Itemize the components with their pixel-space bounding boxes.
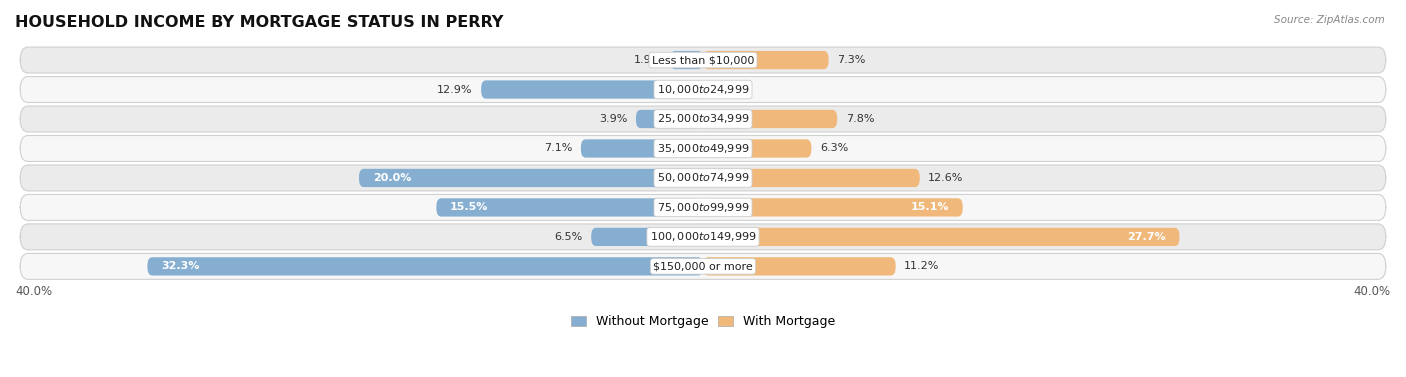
FancyBboxPatch shape bbox=[703, 257, 896, 276]
Text: 20.0%: 20.0% bbox=[373, 173, 411, 183]
FancyBboxPatch shape bbox=[20, 195, 1386, 221]
Text: 1.9%: 1.9% bbox=[633, 55, 662, 65]
FancyBboxPatch shape bbox=[636, 110, 703, 128]
Text: $25,000 to $34,999: $25,000 to $34,999 bbox=[657, 112, 749, 126]
Text: $10,000 to $24,999: $10,000 to $24,999 bbox=[657, 83, 749, 96]
FancyBboxPatch shape bbox=[359, 169, 703, 187]
Text: $100,000 to $149,999: $100,000 to $149,999 bbox=[650, 230, 756, 244]
FancyBboxPatch shape bbox=[703, 169, 920, 187]
Text: 12.9%: 12.9% bbox=[437, 84, 472, 95]
Legend: Without Mortgage, With Mortgage: Without Mortgage, With Mortgage bbox=[565, 310, 841, 333]
Text: 7.3%: 7.3% bbox=[837, 55, 866, 65]
Text: HOUSEHOLD INCOME BY MORTGAGE STATUS IN PERRY: HOUSEHOLD INCOME BY MORTGAGE STATUS IN P… bbox=[15, 15, 503, 30]
FancyBboxPatch shape bbox=[703, 228, 1180, 246]
FancyBboxPatch shape bbox=[703, 198, 963, 216]
Text: 7.8%: 7.8% bbox=[846, 114, 875, 124]
Text: Source: ZipAtlas.com: Source: ZipAtlas.com bbox=[1274, 15, 1385, 25]
Text: 15.1%: 15.1% bbox=[911, 202, 949, 212]
FancyBboxPatch shape bbox=[671, 51, 703, 69]
Text: 40.0%: 40.0% bbox=[1354, 285, 1391, 298]
FancyBboxPatch shape bbox=[703, 51, 828, 69]
Text: 6.3%: 6.3% bbox=[820, 144, 848, 153]
Text: 27.7%: 27.7% bbox=[1128, 232, 1166, 242]
FancyBboxPatch shape bbox=[148, 257, 703, 276]
FancyBboxPatch shape bbox=[20, 253, 1386, 279]
Text: 7.1%: 7.1% bbox=[544, 144, 572, 153]
Text: 40.0%: 40.0% bbox=[15, 285, 52, 298]
Text: 6.5%: 6.5% bbox=[554, 232, 582, 242]
FancyBboxPatch shape bbox=[481, 80, 703, 99]
FancyBboxPatch shape bbox=[20, 165, 1386, 191]
Text: 15.5%: 15.5% bbox=[450, 202, 488, 212]
Text: 3.9%: 3.9% bbox=[599, 114, 627, 124]
Text: Less than $10,000: Less than $10,000 bbox=[652, 55, 754, 65]
FancyBboxPatch shape bbox=[20, 77, 1386, 103]
FancyBboxPatch shape bbox=[436, 198, 703, 216]
FancyBboxPatch shape bbox=[703, 139, 811, 158]
Text: $75,000 to $99,999: $75,000 to $99,999 bbox=[657, 201, 749, 214]
Text: $35,000 to $49,999: $35,000 to $49,999 bbox=[657, 142, 749, 155]
FancyBboxPatch shape bbox=[591, 228, 703, 246]
FancyBboxPatch shape bbox=[703, 110, 837, 128]
Text: 12.6%: 12.6% bbox=[928, 173, 963, 183]
FancyBboxPatch shape bbox=[581, 139, 703, 158]
Text: 32.3%: 32.3% bbox=[162, 261, 200, 271]
FancyBboxPatch shape bbox=[20, 135, 1386, 161]
Text: $50,000 to $74,999: $50,000 to $74,999 bbox=[657, 172, 749, 184]
FancyBboxPatch shape bbox=[20, 106, 1386, 132]
FancyBboxPatch shape bbox=[20, 47, 1386, 73]
FancyBboxPatch shape bbox=[20, 224, 1386, 250]
Text: 11.2%: 11.2% bbox=[904, 261, 939, 271]
Text: $150,000 or more: $150,000 or more bbox=[654, 261, 752, 271]
